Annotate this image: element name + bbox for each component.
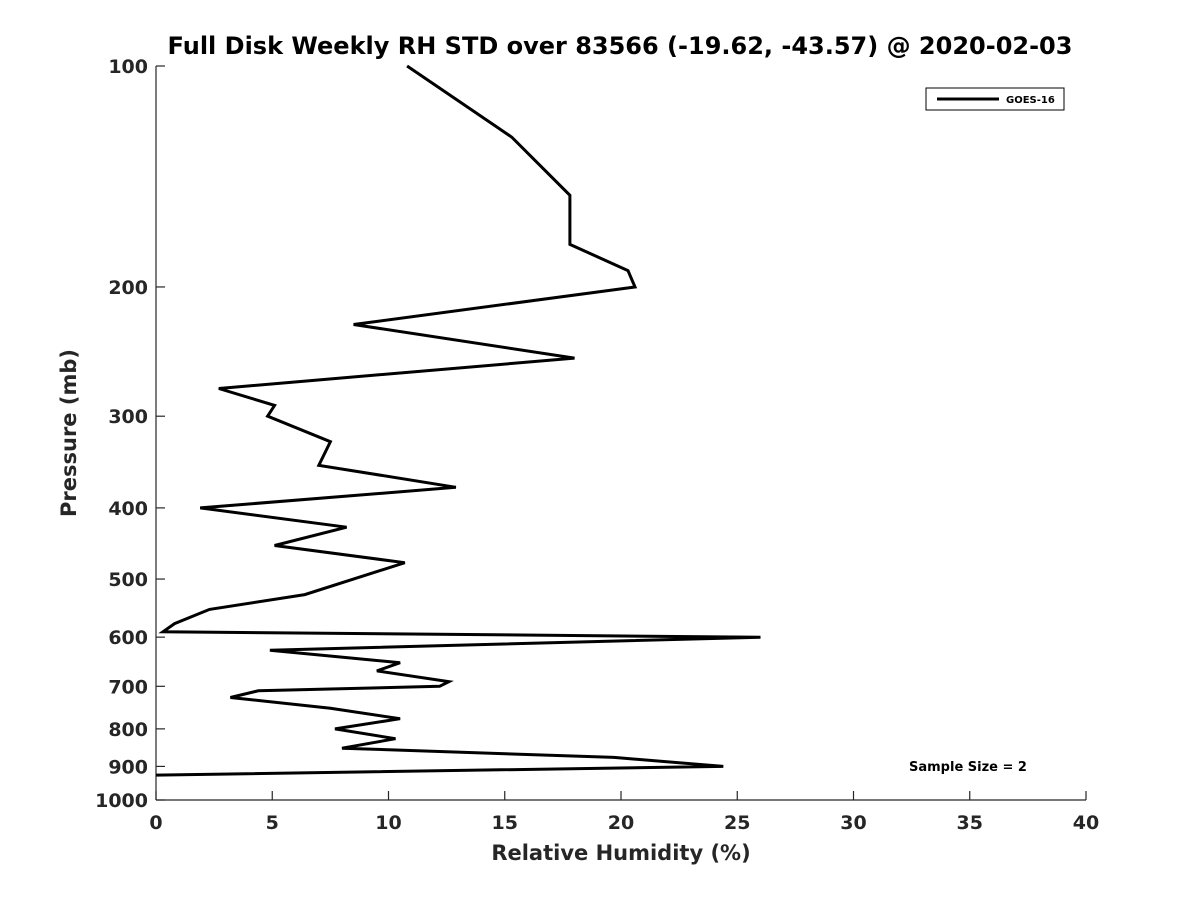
legend: GOES-16 [925,87,1065,111]
y-tick-label: 500 [108,569,148,591]
x-tick-label: 30 [840,812,866,834]
y-tick-label: 400 [108,498,148,520]
x-tick-label: 35 [957,812,983,834]
series-line-goes-16 [155,64,761,777]
x-tick-label: 20 [608,812,634,834]
series-layer [155,64,761,777]
y-tick-label: 900 [108,756,148,778]
x-tick-label: 0 [149,812,162,834]
y-tick-label: 100 [108,56,148,78]
y-tick-label: 600 [108,627,148,649]
sample-size-annotation: Sample Size = 2 [909,760,1027,775]
y-tick-label: 300 [108,406,148,428]
x-tick-label: 15 [492,812,518,834]
y-tick-label: 200 [108,277,148,299]
x-axis-label: Relative Humidity (%) [491,841,750,865]
x-ticks: 0 5 10 15 20 25 30 35 40 [149,791,1099,834]
x-tick-label: 40 [1073,812,1099,834]
x-tick-label: 25 [724,812,750,834]
y-tick-label: 700 [108,676,148,698]
y-tick-label: 800 [108,719,148,741]
y-tick-label: 1000 [95,790,148,812]
legend-entry-goes-16: GOES-16 [1006,95,1055,106]
x-tick-label: 10 [375,812,401,834]
y-axis-label: Pressure (mb) [57,349,81,517]
y-ticks: 100 200 300 400 500 600 700 800 900 1000 [95,56,165,812]
chart-title: Full Disk Weekly RH STD over 83566 (-19.… [168,32,1073,60]
x-tick-label: 5 [266,812,279,834]
